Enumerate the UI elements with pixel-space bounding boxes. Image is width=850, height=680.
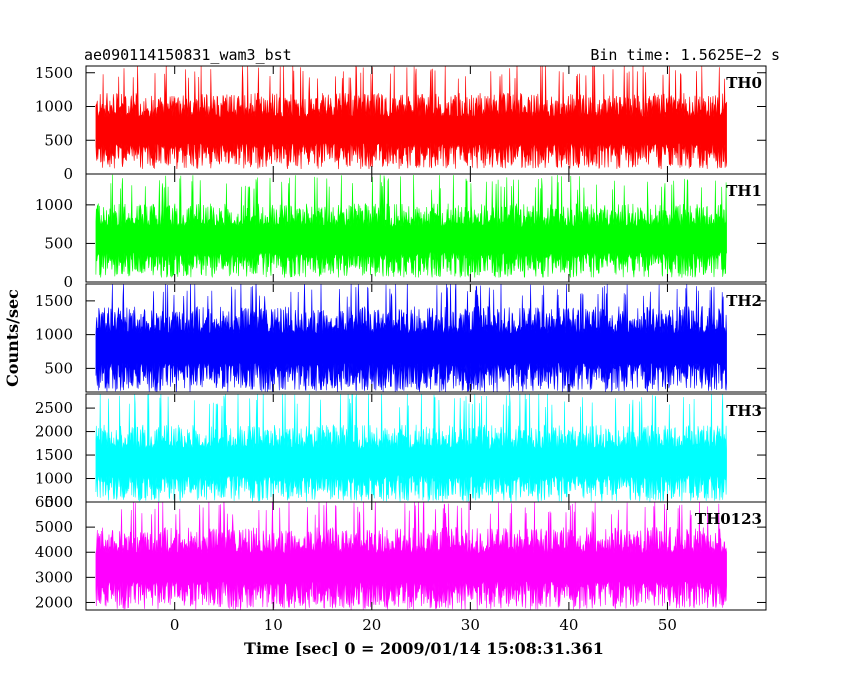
series-th3 [95,394,727,502]
series-th1 [95,174,727,278]
y-tick-label: 1000 [35,196,73,214]
panel-label-th3: TH3 [726,402,762,420]
y-tick-label: 0 [63,273,73,291]
x-tick-label: 30 [461,616,480,634]
panels-group: 0 500 1000 1500 TH0 0 500 1000 TH1 500 1000 1500 TH2… [35,64,767,611]
panel-frame [85,501,767,611]
panel-label-th1: TH1 [726,182,762,200]
x-axis: 0 10 20 30 40 50 [170,616,677,634]
y-tick-label: 2000 [35,593,73,611]
series-th2 [95,284,727,392]
y-tick-label: 6000 [35,493,73,511]
panel-th2: 500 1000 1500 TH2 [35,283,767,393]
y-tick-label: 1500 [35,446,73,464]
panel-frame [85,283,767,393]
panel-label-th0123: TH0123 [695,510,762,528]
y-tick-label: 3000 [35,568,73,586]
panel-th0123: 2000 3000 4000 5000 6000 TH0123 [35,493,767,611]
y-tick-label: 0 [63,165,73,183]
y-axis-title: Counts/sec [3,289,22,387]
y-tick-label: 1500 [35,292,73,310]
x-axis-title: Time [sec] 0 = 2009/01/14 15:08:31.361 [244,639,604,658]
x-tick-label: 10 [264,616,283,634]
panel-th0: 0 500 1000 1500 TH0 [35,64,767,183]
y-tick-label: 2500 [35,399,73,417]
x-tick-label: 0 [170,616,180,634]
y-tick-label: 1000 [35,98,73,116]
y-tick-label: 500 [44,131,73,149]
panel-th1: 0 500 1000 TH1 [35,173,767,291]
y-tick-label: 5000 [35,518,73,536]
panel-th3: 500 1000 1500 2000 2500 TH3 [35,393,767,511]
panel-label-th2: TH2 [726,292,762,310]
y-tick-label: 500 [44,493,73,511]
x-tick-label: 50 [658,616,677,634]
y-tick-label: 500 [44,359,73,377]
bin-time-label: Bin time: 1.5625E−2 s [590,46,780,64]
panel-label-th0: TH0 [726,74,762,92]
y-tick-label: 4000 [35,543,73,561]
y-tick-label: 1000 [35,326,73,344]
y-tick-label: 1500 [35,64,73,82]
y-tick-label: 1000 [35,470,73,488]
x-tick-label: 40 [559,616,578,634]
y-tick-label: 2000 [35,423,73,441]
y-tick-label: 500 [44,234,73,252]
series-th0123 [95,502,727,610]
series-th0 [95,66,727,170]
x-tick-label: 20 [362,616,381,634]
chart-title: ae090114150831_wam3_bst [84,46,292,64]
panel-frame [85,173,767,283]
